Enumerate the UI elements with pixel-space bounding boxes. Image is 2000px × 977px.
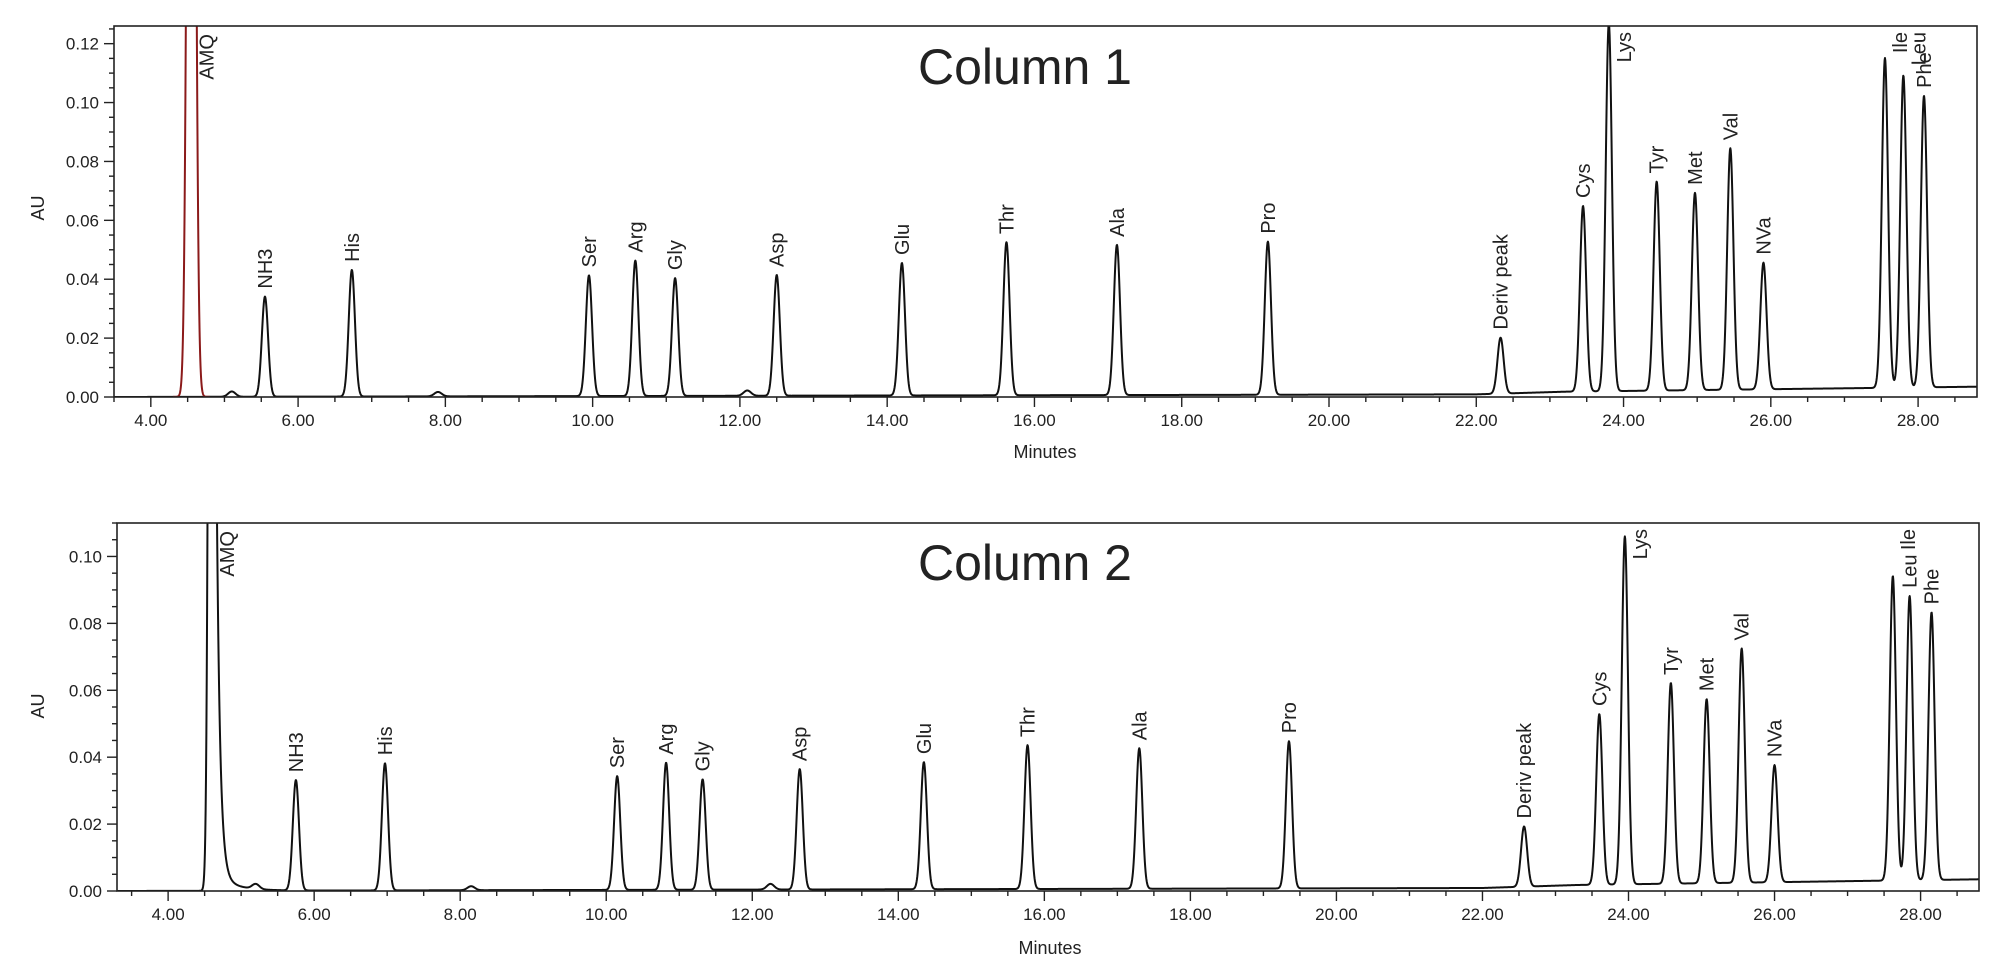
x-tick-label: 18.00 xyxy=(1160,411,1203,430)
plot-frame xyxy=(113,25,1978,398)
x-axis-title: Minutes xyxy=(1018,938,1081,958)
x-tick-label: 24.00 xyxy=(1607,905,1650,924)
peak-label: NVa xyxy=(1753,216,1775,254)
x-tick-label: 16.00 xyxy=(1023,905,1066,924)
x-tick-label: 4.00 xyxy=(134,411,167,430)
panel-title: Column 2 xyxy=(918,535,1132,591)
y-tick-label: 0.00 xyxy=(66,388,99,407)
x-tick-label: 26.00 xyxy=(1753,905,1796,924)
peak-label: Ser xyxy=(607,737,629,768)
x-tick-label: 10.00 xyxy=(585,905,628,924)
x-tick-label: 8.00 xyxy=(429,411,462,430)
y-tick-label: 0.00 xyxy=(69,882,102,901)
x-tick-label: 24.00 xyxy=(1602,411,1645,430)
axis-ticks: 4.00 6.00 8.00 10.00 12.00 14.00 16.00 18.00 20.… xyxy=(66,28,1956,430)
peak-label: Pro xyxy=(1258,203,1280,234)
x-tick-label: 14.00 xyxy=(866,411,909,430)
y-axis-title: AU xyxy=(28,195,48,220)
x-tick-label: 4.00 xyxy=(152,905,185,924)
x-axis-title: Minutes xyxy=(1013,442,1076,462)
x-tick-label: 12.00 xyxy=(731,905,774,924)
axis-ticks: 4.00 6.00 8.00 10.00 12.00 14.00 16.00 18.00 20.… xyxy=(69,522,1958,924)
peak-label: Asp xyxy=(790,727,812,761)
y-tick-label: 0.04 xyxy=(69,748,102,767)
x-tick-label: 28.00 xyxy=(1897,411,1940,430)
peak-label: Arg xyxy=(625,221,647,252)
peak-label: His xyxy=(342,233,364,262)
x-tick-label: 16.00 xyxy=(1013,411,1056,430)
plot-frame xyxy=(116,522,1980,892)
peak-label: Ser xyxy=(579,236,601,267)
x-tick-label: 18.00 xyxy=(1169,905,1212,924)
chart-marks: AMQ NH3 His Ser Arg Gly Asp Glu Thr Ala Pro Deriv p… xyxy=(117,523,1979,891)
peak-label: Lys xyxy=(1614,32,1636,62)
x-tick-label: 12.00 xyxy=(719,411,762,430)
peak-label: Cys xyxy=(1589,672,1611,706)
peak-label: Leu xyxy=(1908,32,1930,65)
peak-label: Glu xyxy=(892,224,914,255)
peak-label: Ala xyxy=(1107,207,1129,237)
peak-label: NVa xyxy=(1765,719,1787,757)
peak-label: Tyr xyxy=(1661,647,1683,675)
peak-label: Glu xyxy=(914,723,936,754)
peak-label: Arg xyxy=(656,724,678,755)
y-tick-label: 0.08 xyxy=(66,152,99,171)
x-tick-label: 6.00 xyxy=(298,905,331,924)
x-tick-label: 28.00 xyxy=(1899,905,1942,924)
peak-label: Phe xyxy=(1922,569,1944,605)
y-tick-label: 0.04 xyxy=(66,270,99,289)
peak-label: Thr xyxy=(1018,707,1040,737)
y-tick-label: 0.08 xyxy=(69,614,102,633)
peak-label: His xyxy=(375,726,397,755)
x-tick-label: 22.00 xyxy=(1461,905,1504,924)
chart-marks: AMQ NH3 His Ser Arg Gly Asp Glu Thr Ala Pro Deriv p… xyxy=(114,26,1977,397)
x-tick-label: 26.00 xyxy=(1750,411,1793,430)
peak-label: Val xyxy=(1732,613,1754,640)
peak-label: Leu xyxy=(1900,555,1922,588)
y-tick-label: 0.10 xyxy=(69,547,102,566)
peak-label: Pro xyxy=(1279,702,1301,733)
peak-label: Met xyxy=(1685,151,1707,185)
x-tick-label: 20.00 xyxy=(1315,905,1358,924)
peak-label: Met xyxy=(1697,657,1719,691)
x-tick-label: 10.00 xyxy=(571,411,614,430)
x-tick-label: 14.00 xyxy=(877,905,920,924)
x-tick-label: 6.00 xyxy=(282,411,315,430)
peak-label: Lys xyxy=(1630,529,1652,559)
y-tick-label: 0.06 xyxy=(69,681,102,700)
peak-label: NH3 xyxy=(255,249,277,289)
peak-label: Deriv peak xyxy=(1514,722,1536,819)
solvent-peak-trace xyxy=(172,26,210,397)
peak-label: Cys xyxy=(1573,164,1595,198)
y-tick-label: 0.02 xyxy=(69,815,102,834)
peak-label: Deriv peak xyxy=(1491,233,1513,330)
x-tick-label: 20.00 xyxy=(1308,411,1351,430)
peak-label: Ile xyxy=(1890,32,1912,53)
peak-label: Thr xyxy=(996,204,1018,234)
y-axis-title: AU xyxy=(28,693,48,718)
peak-label: NH3 xyxy=(286,732,308,772)
peak-label: Ala xyxy=(1129,710,1151,740)
panel-title: Column 1 xyxy=(918,39,1132,95)
chart-panel-column-1: Column 1 Minutes AU 4.00 6.00 8.00 10.00 12.… xyxy=(28,25,1978,462)
peak-label: Gly xyxy=(665,240,687,270)
chart-panel-column-2: Column 2 Minutes AU 4.00 6.00 8.00 10.00 12.… xyxy=(28,522,1980,958)
peak-label: Phe xyxy=(1914,52,1936,88)
peak-label: Asp xyxy=(767,233,789,267)
peak-label: Tyr xyxy=(1647,145,1669,173)
peak-label: Val xyxy=(1720,113,1742,140)
x-tick-label: 22.00 xyxy=(1455,411,1498,430)
peak-label-amq: AMQ xyxy=(196,34,218,80)
peak-label-amq: AMQ xyxy=(217,531,239,577)
y-tick-label: 0.06 xyxy=(66,211,99,230)
y-tick-label: 0.02 xyxy=(66,329,99,348)
y-tick-label: 0.10 xyxy=(66,94,99,113)
peak-label: Ile xyxy=(1898,529,1920,550)
y-tick-label: 0.12 xyxy=(66,35,99,54)
peak-label: Gly xyxy=(693,741,715,771)
x-tick-label: 8.00 xyxy=(444,905,477,924)
